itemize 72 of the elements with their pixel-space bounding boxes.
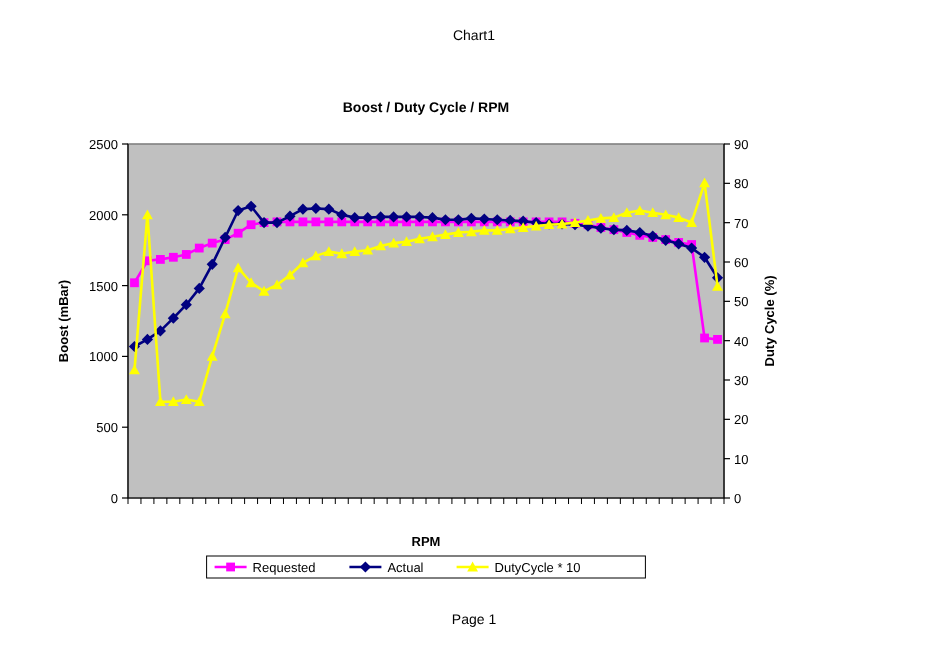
point xyxy=(219,308,231,319)
point xyxy=(310,250,322,261)
point xyxy=(323,203,335,215)
point xyxy=(233,228,243,238)
point xyxy=(504,223,516,234)
point xyxy=(700,333,709,343)
point xyxy=(155,255,165,264)
point xyxy=(206,351,218,361)
point xyxy=(271,279,283,290)
point xyxy=(284,269,296,280)
point xyxy=(154,396,166,407)
point xyxy=(349,212,361,224)
point xyxy=(258,285,270,296)
point xyxy=(362,212,374,224)
point xyxy=(634,205,646,215)
point xyxy=(465,226,477,237)
point xyxy=(167,396,179,407)
point xyxy=(245,200,257,212)
point xyxy=(686,217,698,227)
point xyxy=(193,396,205,407)
point xyxy=(284,210,296,222)
point xyxy=(180,299,192,311)
point xyxy=(232,204,244,217)
point xyxy=(141,333,154,346)
point xyxy=(608,212,620,223)
point xyxy=(465,212,477,224)
point xyxy=(207,238,217,248)
point xyxy=(246,220,256,230)
point xyxy=(713,335,722,344)
point xyxy=(310,202,322,215)
point xyxy=(349,246,361,257)
point xyxy=(297,203,309,215)
point xyxy=(323,246,335,257)
point xyxy=(311,217,321,227)
point xyxy=(336,248,348,259)
point xyxy=(491,224,503,235)
point xyxy=(582,215,594,225)
point xyxy=(621,207,633,218)
point xyxy=(206,258,218,270)
point xyxy=(336,209,348,221)
point xyxy=(375,240,387,251)
point xyxy=(324,217,334,227)
point xyxy=(388,237,400,248)
point xyxy=(517,222,529,232)
point xyxy=(686,242,698,254)
point xyxy=(245,277,257,288)
point xyxy=(194,243,204,253)
point xyxy=(426,212,439,224)
point xyxy=(478,224,490,235)
point xyxy=(699,177,710,188)
point xyxy=(401,236,412,247)
point xyxy=(142,209,153,220)
point xyxy=(167,312,179,324)
point xyxy=(452,227,464,237)
point xyxy=(414,233,425,244)
point xyxy=(181,250,191,259)
point xyxy=(660,209,672,220)
point xyxy=(362,244,374,255)
point xyxy=(168,252,178,262)
point xyxy=(180,394,192,404)
point xyxy=(647,207,659,218)
point xyxy=(130,278,139,288)
point xyxy=(427,231,438,242)
point xyxy=(440,229,451,240)
point xyxy=(698,251,711,263)
point xyxy=(193,282,205,295)
point xyxy=(298,217,308,227)
point xyxy=(297,257,309,268)
point xyxy=(673,212,685,223)
point xyxy=(129,364,140,375)
point xyxy=(595,212,607,223)
point xyxy=(232,262,244,273)
